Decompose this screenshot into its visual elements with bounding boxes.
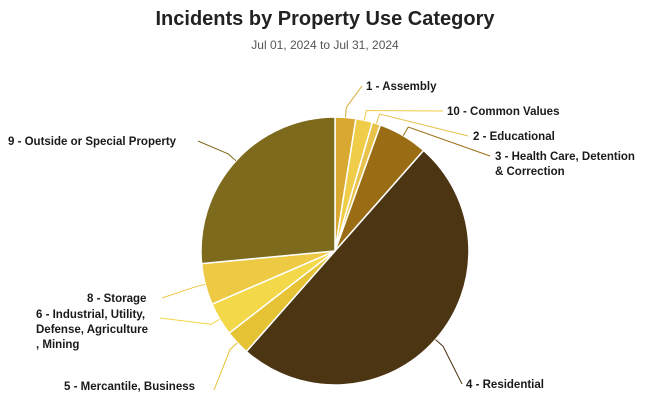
leader-line-4 bbox=[402, 126, 491, 157]
leader-line-9 bbox=[197, 140, 237, 162]
leader-line-5 bbox=[435, 339, 463, 385]
label-mercantile: 5 - Mercantile, Business bbox=[64, 381, 195, 393]
label-health-care: 3 - Health Care, Detention & Correction bbox=[495, 151, 635, 178]
label-assembly: 1 - Assembly bbox=[366, 81, 437, 93]
pie-slice-9 bbox=[200, 116, 336, 265]
leader-line-3 bbox=[375, 113, 469, 137]
leader-line-8 bbox=[161, 283, 206, 299]
label-residential: 4 - Residential bbox=[466, 379, 544, 391]
label-storage: 8 - Storage bbox=[87, 293, 146, 305]
chart-subtitle: Jul 01, 2024 to Jul 31, 2024 bbox=[251, 38, 399, 52]
leader-line-1 bbox=[345, 85, 363, 118]
label-educational: 2 - Educational bbox=[473, 131, 555, 143]
chart-title: Incidents by Property Use Category bbox=[155, 8, 495, 30]
label-industrial: 6 - Industrial, Utility, Defense, Agricul… bbox=[36, 309, 148, 351]
label-common-values: 10 - Common Values bbox=[447, 106, 559, 118]
leader-line-7 bbox=[159, 317, 220, 325]
leader-line-6 bbox=[213, 342, 238, 391]
leader-line-2 bbox=[363, 109, 444, 121]
label-outside: 9 - Outside or Special Property bbox=[8, 136, 177, 148]
